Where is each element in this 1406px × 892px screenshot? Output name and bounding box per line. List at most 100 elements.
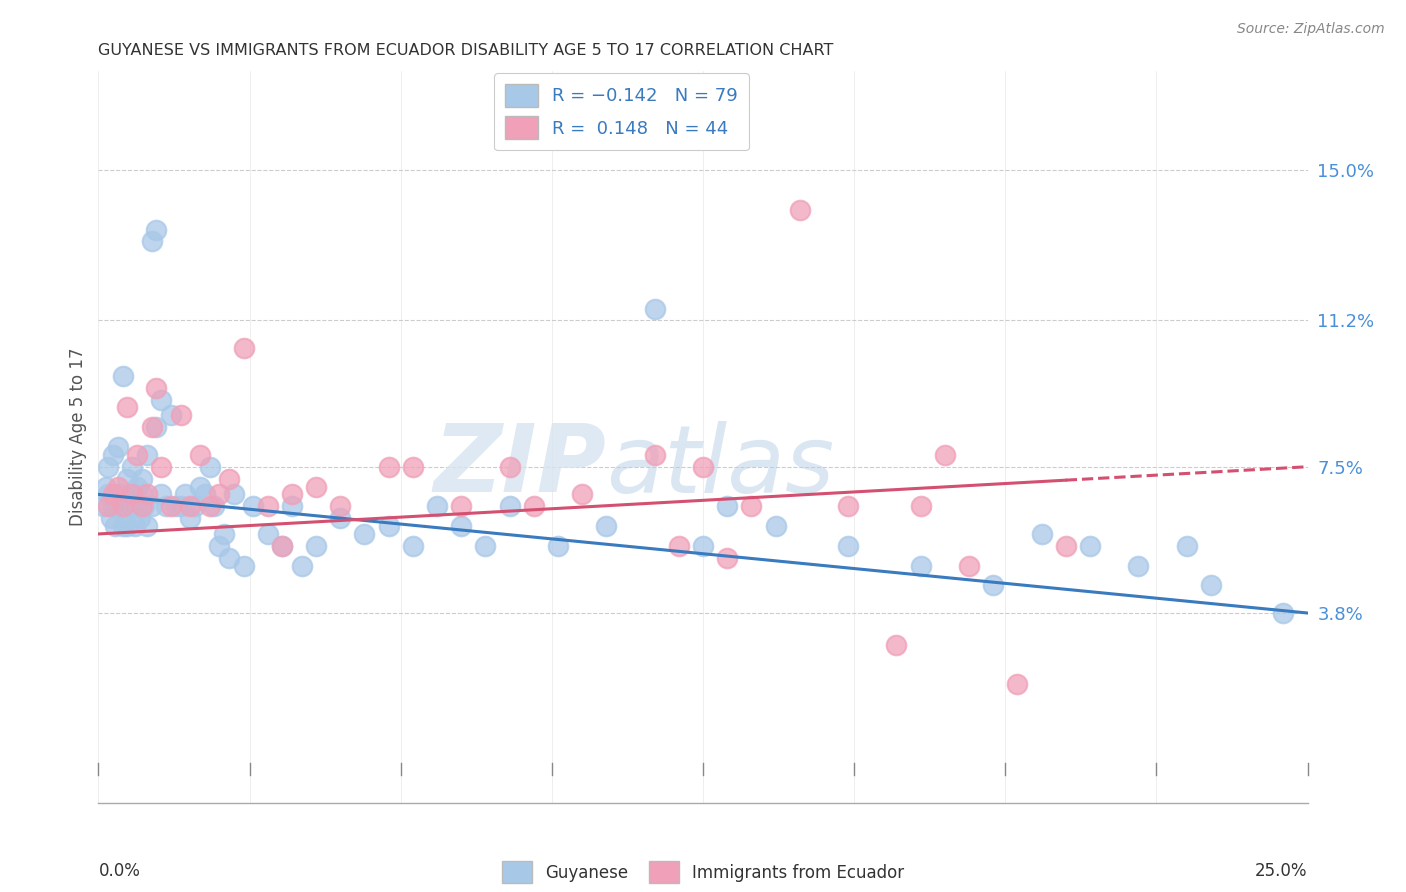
Point bbox=[101, 487, 124, 501]
Point bbox=[353, 527, 375, 541]
Point bbox=[179, 500, 201, 514]
Point bbox=[179, 511, 201, 525]
Point bbox=[145, 222, 167, 236]
Point bbox=[1175, 539, 1198, 553]
Point bbox=[1272, 606, 1295, 620]
Point bbox=[450, 519, 472, 533]
Point bbox=[121, 487, 143, 501]
Point bbox=[107, 479, 129, 493]
Point bbox=[97, 459, 120, 474]
Point bbox=[910, 558, 932, 573]
Text: GUYANESE VS IMMIGRANTS FROM ECUADOR DISABILITY AGE 5 TO 17 CORRELATION CHART: GUYANESE VS IMMIGRANTS FROM ECUADOR DISA… bbox=[98, 43, 834, 58]
Point bbox=[271, 539, 294, 553]
Point bbox=[1054, 539, 1077, 553]
Point bbox=[208, 539, 231, 553]
Point bbox=[644, 301, 666, 316]
Point bbox=[184, 500, 207, 514]
Point bbox=[117, 519, 139, 533]
Point bbox=[242, 500, 264, 514]
Point bbox=[218, 472, 240, 486]
Point bbox=[141, 420, 163, 434]
Point bbox=[281, 500, 304, 514]
Point bbox=[271, 539, 294, 553]
Point bbox=[111, 519, 134, 533]
Point bbox=[329, 500, 352, 514]
Point bbox=[97, 487, 120, 501]
Point bbox=[114, 500, 136, 514]
Point bbox=[145, 420, 167, 434]
Point bbox=[377, 459, 399, 474]
Point bbox=[837, 500, 859, 514]
Point bbox=[450, 500, 472, 514]
Point bbox=[644, 448, 666, 462]
Point bbox=[101, 448, 124, 462]
Point bbox=[111, 500, 134, 514]
Text: atlas: atlas bbox=[606, 421, 835, 512]
Point bbox=[281, 487, 304, 501]
Point bbox=[222, 487, 245, 501]
Text: ZIP: ZIP bbox=[433, 420, 606, 512]
Point bbox=[141, 500, 163, 514]
Point bbox=[1128, 558, 1150, 573]
Point bbox=[127, 500, 149, 514]
Point bbox=[256, 527, 278, 541]
Point bbox=[107, 500, 129, 514]
Point bbox=[118, 500, 141, 514]
Point bbox=[128, 511, 150, 525]
Point bbox=[194, 487, 217, 501]
Point bbox=[426, 500, 449, 514]
Point bbox=[1031, 527, 1053, 541]
Legend: Guyanese, Immigrants from Ecuador: Guyanese, Immigrants from Ecuador bbox=[495, 855, 911, 889]
Point bbox=[474, 539, 496, 553]
Point bbox=[377, 519, 399, 533]
Point bbox=[692, 459, 714, 474]
Point bbox=[789, 202, 811, 217]
Point bbox=[127, 479, 149, 493]
Point bbox=[117, 401, 139, 415]
Point bbox=[1199, 578, 1222, 592]
Point bbox=[108, 487, 131, 501]
Point bbox=[135, 448, 157, 462]
Point bbox=[160, 500, 183, 514]
Point bbox=[101, 500, 124, 514]
Point bbox=[188, 479, 211, 493]
Point bbox=[94, 479, 117, 493]
Point bbox=[169, 500, 191, 514]
Point bbox=[204, 500, 226, 514]
Point bbox=[692, 539, 714, 553]
Point bbox=[218, 550, 240, 565]
Point bbox=[198, 500, 221, 514]
Point bbox=[121, 459, 143, 474]
Point bbox=[198, 459, 221, 474]
Point bbox=[886, 638, 908, 652]
Point bbox=[290, 558, 312, 573]
Point bbox=[402, 459, 425, 474]
Point bbox=[232, 341, 254, 355]
Point bbox=[498, 500, 520, 514]
Point bbox=[124, 519, 146, 533]
Point bbox=[131, 472, 153, 486]
Point bbox=[571, 487, 593, 501]
Point bbox=[498, 459, 520, 474]
Point bbox=[135, 519, 157, 533]
Point bbox=[305, 539, 328, 553]
Point bbox=[716, 550, 738, 565]
Point bbox=[111, 368, 134, 383]
Point bbox=[127, 448, 149, 462]
Point bbox=[121, 487, 143, 501]
Point bbox=[957, 558, 980, 573]
Point bbox=[402, 539, 425, 553]
Point bbox=[150, 392, 173, 407]
Point bbox=[145, 381, 167, 395]
Point bbox=[595, 519, 617, 533]
Point bbox=[91, 500, 114, 514]
Point bbox=[160, 409, 183, 423]
Point bbox=[107, 440, 129, 454]
Point bbox=[837, 539, 859, 553]
Point bbox=[174, 487, 197, 501]
Point bbox=[131, 487, 153, 501]
Point bbox=[212, 527, 235, 541]
Point bbox=[934, 448, 956, 462]
Point bbox=[135, 487, 157, 501]
Text: 0.0%: 0.0% bbox=[98, 862, 141, 880]
